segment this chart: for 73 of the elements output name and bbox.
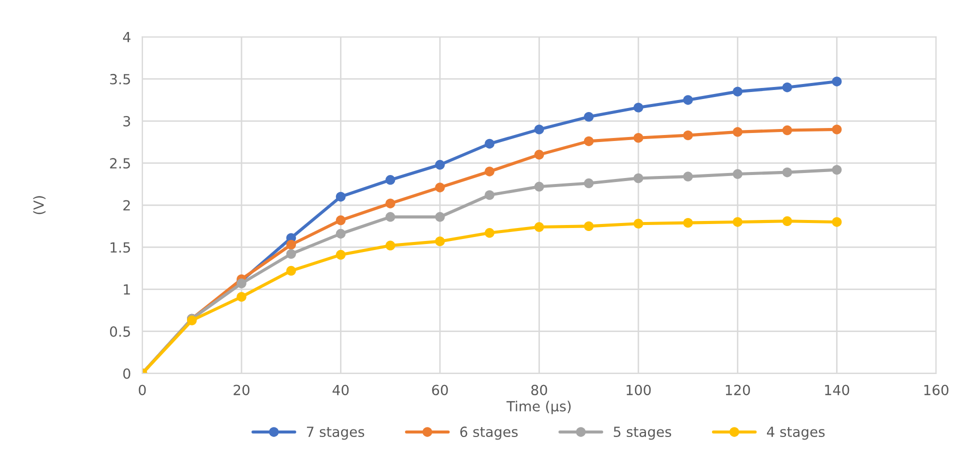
legend-label: 4 stages <box>766 426 825 440</box>
point <box>732 217 742 227</box>
point <box>286 240 296 250</box>
point <box>534 182 544 192</box>
point <box>435 182 445 192</box>
point <box>634 132 644 143</box>
point <box>385 198 396 208</box>
point <box>435 212 445 222</box>
x-tick-label: 160 <box>924 384 948 396</box>
x-tick-label: 60 <box>432 384 448 396</box>
y-tick-label: 0 <box>123 368 130 379</box>
point <box>832 164 842 175</box>
point <box>732 86 742 96</box>
y-tick-label: 2.5 <box>110 158 130 169</box>
point <box>286 249 296 259</box>
point <box>435 236 445 246</box>
y-tick-label: 3 <box>123 116 130 126</box>
point <box>484 190 494 200</box>
point <box>732 127 742 137</box>
point <box>832 76 842 86</box>
point <box>484 166 494 176</box>
point <box>584 178 594 188</box>
x-tick-label: 20 <box>234 384 250 396</box>
point <box>286 266 296 276</box>
x-tick-label: 120 <box>726 384 750 396</box>
x-tick-label: 140 <box>825 384 850 396</box>
point <box>634 218 644 229</box>
y-tick-label: 1 <box>124 284 130 295</box>
point <box>484 138 494 149</box>
point <box>435 160 445 170</box>
point <box>584 221 594 232</box>
point <box>385 240 396 250</box>
y-tick-label: 1.5 <box>110 242 130 253</box>
point <box>385 175 396 185</box>
point <box>336 192 346 202</box>
point <box>534 124 544 134</box>
point <box>832 217 842 227</box>
x-tick-label: 40 <box>332 384 349 396</box>
x-tick-label: 0 <box>138 384 146 396</box>
point <box>336 228 346 239</box>
x-tick-label: 100 <box>626 384 651 396</box>
point <box>236 292 246 302</box>
point <box>683 172 693 182</box>
point <box>782 125 792 136</box>
legend-label: 5 stages <box>614 426 672 440</box>
x-axis-title: Time (µs) <box>506 400 571 414</box>
point <box>782 167 792 178</box>
point <box>484 228 494 238</box>
point <box>683 130 693 140</box>
legend-label: 6 stages <box>460 426 518 440</box>
point <box>584 112 594 122</box>
point <box>534 150 544 160</box>
point <box>236 278 246 288</box>
point <box>336 215 346 226</box>
point <box>634 102 644 112</box>
point <box>832 124 842 134</box>
x-tick-label: 80 <box>531 384 548 396</box>
point <box>683 218 693 228</box>
y-tick-label: 0.5 <box>110 326 130 337</box>
point <box>634 173 644 184</box>
y-tick-label: 4 <box>123 32 130 42</box>
point <box>782 82 792 92</box>
legend-label: 7 stages <box>306 426 364 440</box>
point <box>782 216 792 226</box>
point <box>732 169 742 179</box>
y-axis-title: (V) <box>33 196 46 214</box>
point <box>584 136 594 146</box>
point <box>683 95 693 105</box>
point <box>336 250 346 260</box>
point <box>534 222 544 232</box>
point <box>385 212 396 222</box>
y-tick-label: 3.5 <box>110 74 130 84</box>
y-tick-label: 2 <box>123 200 130 210</box>
